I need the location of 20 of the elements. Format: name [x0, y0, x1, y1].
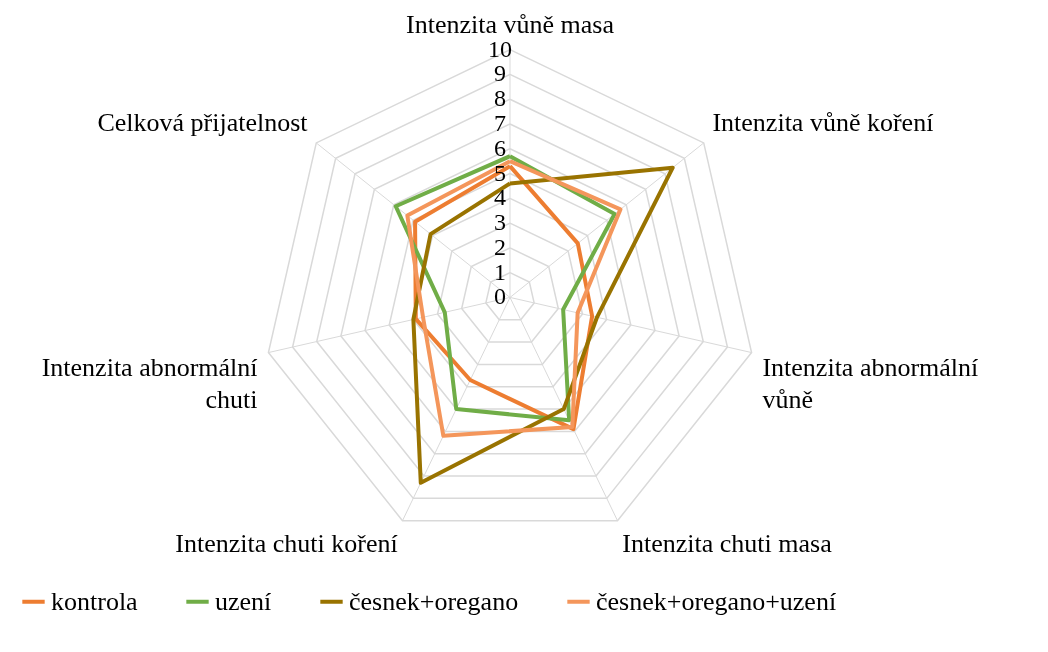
- y-tick-label: 3: [494, 209, 507, 236]
- y-tick-label: 0: [494, 283, 507, 310]
- y-tick-label: 5: [494, 159, 507, 186]
- spoke-label: Intenzita abnormální vůně: [762, 353, 979, 415]
- y-tick-label: 4: [494, 184, 507, 211]
- spoke-label: Intenzita vůně koření: [712, 107, 934, 137]
- y-tick-label: 6: [494, 134, 507, 161]
- y-tick-label: 7: [494, 109, 507, 136]
- y-tick-label: 2: [494, 233, 507, 260]
- spoke-label: Intenzita chuti koření: [175, 528, 398, 558]
- spoke-label: Celková přijatelnost: [97, 107, 309, 137]
- legend-label: kontrola: [51, 586, 139, 616]
- y-tick-label: 9: [494, 60, 507, 87]
- spoke-label: Intenzita abnormální chuti: [41, 353, 258, 415]
- legend-label: uzení: [215, 586, 272, 616]
- legend-label: česnek+oregano+uzení: [596, 586, 837, 616]
- spoke-label: Intenzita chuti masa: [622, 528, 833, 558]
- legend-label: česnek+oregano: [349, 586, 519, 616]
- y-tick-label: 8: [494, 85, 507, 112]
- y-tick-label: 1: [494, 258, 507, 285]
